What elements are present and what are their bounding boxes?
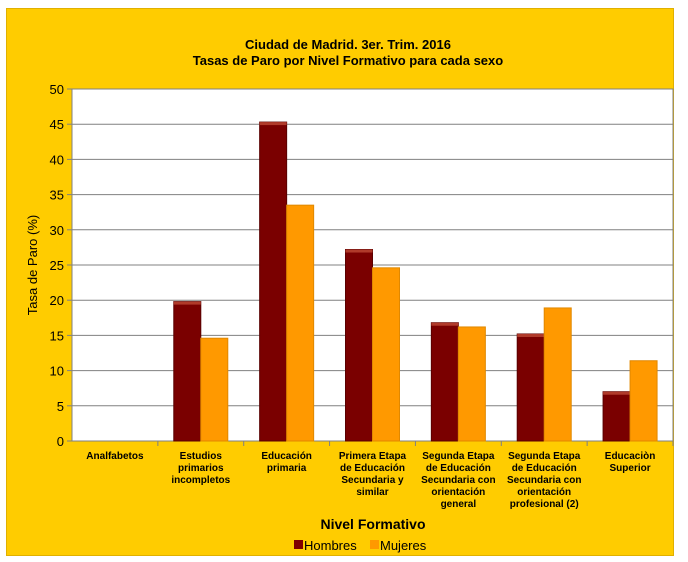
y-tick-label: 10 [50,364,64,379]
category-label-line: primarios [178,463,224,474]
category-label-line: incompletos [171,475,230,486]
category-label: Estudios primarios incompletos [171,451,230,486]
bar-hombres [260,122,287,441]
category-label-line: profesional (2) [510,499,579,510]
category-label-line: Analfabetos [86,451,144,462]
category-label-line: general [441,499,477,510]
category-label: Primera Etapa de Educación Secundaria y sim… [339,451,407,498]
category-label-line: Educación [261,451,312,462]
y-tick-label: 25 [50,258,64,273]
bar-hombres [346,250,373,441]
legend-swatch-hombres [294,540,303,549]
category-label-line: orientación [431,487,485,498]
bar-mujeres [630,361,657,441]
category-label: Educaciòn Superior [605,451,656,474]
bar-mujeres [287,205,314,441]
bar-mujeres [458,327,485,441]
category-label-line: Segunda Etapa [508,451,581,462]
bar-hombres [517,334,544,441]
bar-top-highlight [260,122,287,125]
y-tick-labels: 0 5 10 15 20 25 30 35 40 45 50 [50,82,64,449]
y-tick-label: 45 [50,117,64,132]
category-label-line: Educaciòn [605,451,656,462]
y-tick-label: 0 [57,434,64,449]
bar-mujeres [544,308,571,441]
y-tick-label: 40 [50,152,64,167]
category-label-line: de Educación [340,463,405,474]
legend-label-mujeres: Mujeres [380,538,427,553]
y-tick-label: 20 [50,293,64,308]
category-label: Analfabetos [86,451,144,462]
category-label: Segunda Etapa de Educación Secundaria con o… [507,451,581,510]
category-label-line: Estudios [180,451,223,462]
category-label-line: Secundaria con [421,475,495,486]
legend: Hombres Mujeres [294,538,427,553]
y-tick-label: 5 [57,399,64,414]
category-label-line: similar [356,487,388,498]
category-label-line: primaria [267,463,307,474]
y-tick-label: 35 [50,188,64,203]
chart-title: Ciudad de Madrid. 3er. Trim. 2016 [245,37,451,52]
x-axis-label: Nivel Formativo [320,516,425,532]
category-label-line: Secundaria con [507,475,581,486]
category-label-line: Superior [610,463,651,474]
category-label-line: de Educación [426,463,491,474]
chart-subtitle: Tasas de Paro por Nivel Formativo para c… [193,53,503,68]
bar-top-highlight [517,334,544,337]
bar-top-highlight [603,392,630,395]
chart-frame: Ciudad de Madrid. 3er. Trim. 2016 Tasas … [6,8,674,556]
bar-top-highlight [431,323,458,326]
category-label-line: Primera Etapa [339,451,407,462]
category-label-line: orientación [517,487,571,498]
y-tick-label: 50 [50,82,64,97]
y-tick-label: 30 [50,223,64,238]
bar-hombres [431,323,458,441]
category-label-line: Secundaria y [341,475,404,486]
bar-top-highlight [174,302,201,305]
category-label: Segunda Etapa de Educación Secundaria con o… [421,451,495,510]
chart-svg: Ciudad de Madrid. 3er. Trim. 2016 Tasas … [7,9,675,557]
y-tick-label: 15 [50,328,64,343]
y-axis-label: Tasa de Paro (%) [25,215,40,315]
category-label-line: Segunda Etapa [422,451,495,462]
category-labels: Analfabetos Estudios primarios incompletosE… [86,451,655,510]
bar-mujeres [373,268,400,441]
bar-hombres [603,392,630,441]
category-label: Educación primaria [261,451,312,474]
category-label-line: de Educación [512,463,577,474]
bar-top-highlight [346,250,373,253]
bar-hombres [174,302,201,441]
legend-label-hombres: Hombres [304,538,357,553]
legend-swatch-mujeres [370,540,379,549]
bar-mujeres [201,338,228,441]
